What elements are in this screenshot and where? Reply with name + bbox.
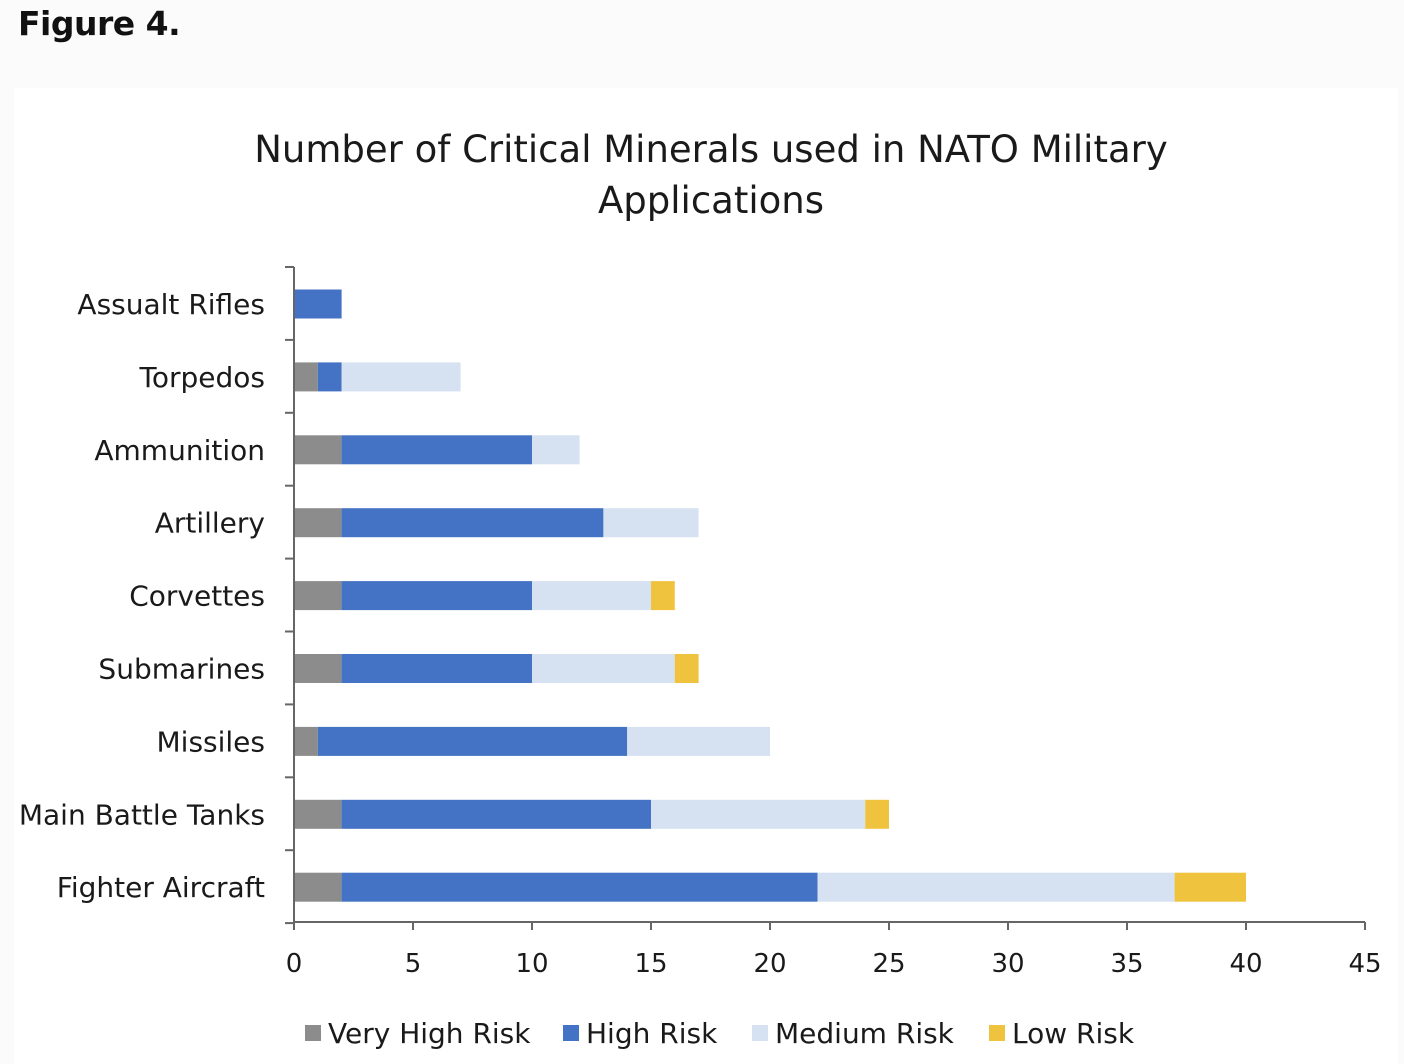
bar-segment-very-high [294, 508, 342, 538]
bar-segment-very-high [294, 872, 342, 902]
bar-segment-medium [627, 726, 770, 756]
bar-segment-high [341, 654, 532, 683]
axes [285, 266, 1366, 930]
bar-segment-high [341, 799, 651, 829]
bar-segment-high [341, 435, 532, 465]
category-label: Fighter Aircraft [57, 871, 265, 904]
bar-segment-low [651, 581, 675, 611]
x-tick-label: 30 [991, 949, 1024, 979]
bar-segment-very-high [294, 799, 342, 829]
category-label: Assualt Rifles [77, 288, 265, 321]
bar-segment-very-high [294, 435, 342, 465]
bar-segment-medium [532, 654, 675, 683]
bar-segment-high [317, 726, 628, 756]
category-label: Ammunition [94, 434, 265, 467]
x-tick-label: 10 [515, 949, 548, 979]
category-labels: Assualt Rifles Torpedos Ammunition Artiller… [19, 288, 265, 904]
bar-segment-high [341, 508, 604, 538]
x-tick-label: 20 [753, 949, 786, 979]
category-label: Submarines [98, 653, 265, 686]
bar-segment-very-high [294, 362, 318, 392]
bar-segment-high [317, 362, 342, 392]
category-label: Main Battle Tanks [19, 798, 265, 831]
bar-segment-low [865, 799, 889, 829]
legend-swatch-low [989, 1025, 1005, 1041]
x-tick-label: 25 [872, 949, 905, 979]
legend-label: Low Risk [1012, 1017, 1135, 1050]
bar-segment-medium [532, 435, 580, 465]
x-tick-label: 45 [1348, 949, 1381, 979]
legend-label: Medium Risk [775, 1017, 955, 1050]
legend-label: High Risk [586, 1017, 718, 1050]
category-label: Artillery [155, 507, 265, 540]
bars [294, 289, 1246, 902]
x-tick-label: 15 [634, 949, 667, 979]
legend: Very High Risk High Risk Medium Risk Low Ri… [305, 1017, 1135, 1050]
bar-segment-high [341, 872, 818, 902]
category-label: Missiles [157, 725, 266, 758]
category-label: Corvettes [129, 580, 265, 613]
chart-title-line: Number of Critical Minerals used in NATO… [254, 128, 1168, 171]
x-tick-label: 5 [405, 949, 422, 979]
bar-segment-high [341, 581, 532, 611]
bar-segment-very-high [294, 581, 342, 611]
bar-segment-medium [603, 508, 699, 538]
bar-segment-medium [817, 872, 1175, 902]
bar-segment-low [674, 654, 699, 683]
bar-segment-low [1174, 872, 1246, 902]
x-tick-label: 40 [1229, 949, 1262, 979]
chart-title: Number of Critical Minerals used in NATO… [254, 128, 1168, 222]
legend-swatch-very-high [305, 1025, 321, 1041]
category-label: Torpedos [139, 361, 265, 394]
legend-label: Very High Risk [328, 1017, 531, 1050]
legend-swatch-medium [752, 1025, 768, 1041]
figure-label: Figure 4. [18, 4, 181, 43]
bar-segment-very-high [294, 654, 342, 683]
bar-segment-high [294, 289, 342, 319]
legend-swatch-high [563, 1025, 579, 1041]
x-tick-labels: 0 5 10 15 20 25 30 35 40 45 [286, 949, 1382, 979]
bar-segment-medium [341, 362, 461, 392]
chart-title-line: Applications [598, 179, 824, 222]
bar-segment-medium [651, 799, 866, 829]
bar-segment-medium [532, 581, 651, 611]
bar-segment-very-high [294, 726, 318, 756]
x-tick-label: 35 [1110, 949, 1143, 979]
x-tick-label: 0 [286, 949, 303, 979]
